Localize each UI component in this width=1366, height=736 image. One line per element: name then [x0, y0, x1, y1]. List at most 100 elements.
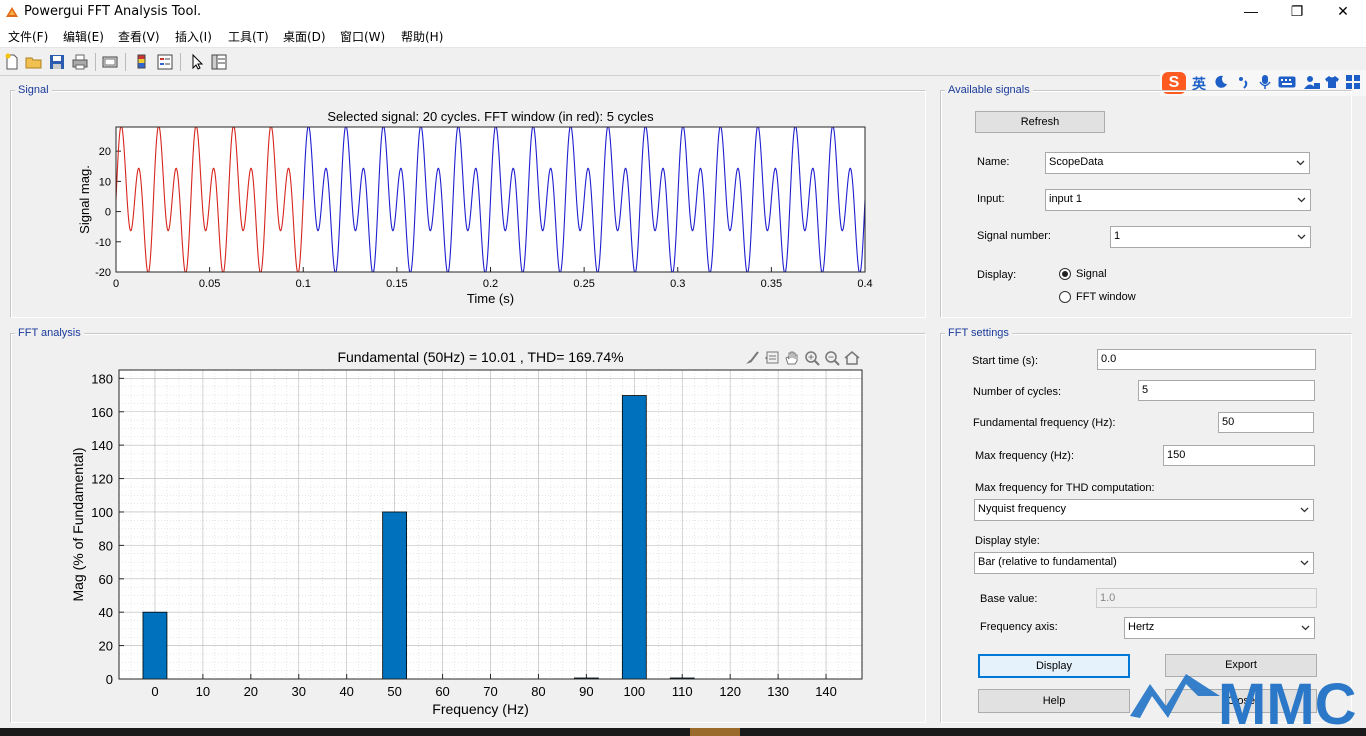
chevron-down-icon — [1297, 197, 1306, 203]
display-label: Display: — [977, 269, 1017, 281]
thd-frequency-select[interactable]: Nyquist frequency — [974, 499, 1314, 521]
toolbar-separator — [125, 53, 126, 71]
signal-number-value: 1 — [1114, 230, 1121, 242]
cycles-label: Number of cycles: — [973, 386, 1062, 398]
fft-x-tick-label: 100 — [623, 684, 645, 699]
brush-icon[interactable] — [744, 350, 760, 366]
max-frequency-field[interactable]: 150 — [1163, 445, 1315, 466]
fft-chart: Fundamental (50Hz) = 10.01 , THD= 169.74… — [70, 349, 863, 717]
fft-y-tick-label: 160 — [91, 405, 113, 420]
display-button[interactable]: Display — [978, 654, 1130, 678]
fft-y-tick-label: 140 — [91, 438, 113, 453]
help-button[interactable]: Help — [978, 689, 1130, 713]
microphone-icon[interactable] — [1258, 74, 1272, 90]
restore-button[interactable]: ❐ — [1290, 3, 1304, 19]
colorbar-icon[interactable] — [133, 53, 151, 71]
fft-x-tick-label: 90 — [579, 684, 593, 699]
menu-bar: 文件(F) 编辑(E) 查看(V) 插入(I) 工具(T) 桌面(D) 窗口(W… — [0, 24, 1366, 48]
refresh-button[interactable]: Refresh — [975, 111, 1105, 133]
menu-tools[interactable]: 工具(T) — [228, 30, 269, 44]
menu-insert[interactable]: 插入(I) — [175, 30, 212, 44]
zoom-in-icon[interactable] — [804, 350, 820, 366]
fft-x-tick-label: 50 — [387, 684, 401, 699]
frequency-axis-value: Hertz — [1128, 621, 1155, 633]
name-select[interactable]: ScopeData — [1045, 152, 1310, 174]
legend-icon[interactable] — [156, 53, 174, 71]
print-icon[interactable] — [71, 53, 89, 71]
ime-lang-toggle[interactable]: 英 — [1192, 77, 1206, 93]
menu-edit[interactable]: 编辑(E) — [63, 30, 104, 44]
fft-panel-title: FFT analysis — [15, 327, 84, 339]
frequency-axis-select[interactable]: Hertz — [1124, 617, 1315, 639]
display-style-label: Display style: — [975, 535, 1040, 547]
signal-chart: Selected signal: 20 cycles. FFT window (… — [77, 109, 873, 306]
base-value-field: 1.0 — [1096, 588, 1317, 608]
user-icon[interactable] — [1304, 74, 1320, 90]
cycles-field[interactable]: 5 — [1138, 380, 1315, 401]
grid-icon[interactable] — [1346, 75, 1360, 89]
punctuation-icon[interactable] — [1236, 75, 1250, 89]
shirt-icon[interactable] — [1324, 75, 1340, 89]
pointer-icon[interactable] — [188, 53, 206, 71]
fft-settings-title: FFT settings — [945, 327, 1012, 339]
input-select[interactable]: input 1 — [1045, 189, 1311, 211]
toolbar-separator — [180, 53, 181, 71]
signal-x-tick-label: 0.3 — [670, 278, 685, 290]
signal-y-tick-label: -20 — [95, 267, 111, 279]
fft-x-tick-label: 60 — [435, 684, 449, 699]
export-button[interactable]: Export — [1165, 654, 1317, 677]
signal-y-tick-label: -10 — [95, 237, 111, 249]
signal-y-tick-label: 20 — [99, 146, 111, 158]
chevron-down-icon — [1296, 160, 1305, 166]
fft-y-tick-label: 120 — [91, 472, 113, 487]
chevron-down-icon — [1297, 234, 1306, 240]
display-signal-radio[interactable] — [1059, 268, 1071, 280]
property-inspector-icon[interactable] — [210, 53, 228, 71]
menu-desktop[interactable]: 桌面(D) — [283, 30, 326, 44]
close-window-button[interactable]: ✕ — [1337, 3, 1349, 19]
signal-x-tick-label: 0.25 — [573, 278, 594, 290]
menu-help[interactable]: 帮助(H) — [401, 30, 444, 44]
menu-file[interactable]: 文件(F) — [8, 30, 49, 44]
display-style-select[interactable]: Bar (relative to fundamental) — [974, 552, 1314, 574]
toolbar-separator — [95, 53, 96, 71]
signal-line — [302, 126, 866, 273]
fft-bar — [382, 511, 408, 680]
minimize-button[interactable]: — — [1244, 3, 1258, 19]
display-fft-window-radio[interactable] — [1059, 291, 1071, 303]
fft-y-tick-label: 60 — [99, 572, 113, 587]
pan-icon[interactable] — [784, 350, 800, 366]
zoom-out-icon[interactable] — [824, 350, 840, 366]
taskbar-active-app[interactable] — [690, 728, 740, 736]
fft-x-tick-label: 140 — [815, 684, 837, 699]
new-file-icon[interactable] — [3, 53, 21, 71]
fft-x-axis-label: Frequency (Hz) — [432, 701, 528, 717]
thd-frequency-value: Nyquist frequency — [978, 503, 1067, 515]
keyboard-icon[interactable] — [1278, 76, 1296, 88]
signal-x-tick-label: 0.2 — [483, 278, 498, 290]
taskbar — [0, 728, 1366, 736]
fft-x-tick-label: 80 — [531, 684, 545, 699]
signal-number-select[interactable]: 1 — [1110, 226, 1311, 248]
chevron-down-icon — [1300, 507, 1309, 513]
save-icon[interactable] — [48, 53, 66, 71]
sogou-logo-icon[interactable]: S — [1162, 72, 1186, 94]
chevron-down-icon — [1300, 560, 1309, 566]
close-button[interactable]: Close — [1165, 689, 1317, 713]
start-time-field[interactable]: 0.0 — [1097, 349, 1316, 370]
signal-chart-title: Selected signal: 20 cycles. FFT window (… — [327, 109, 654, 124]
menu-window[interactable]: 窗口(W) — [340, 30, 386, 44]
home-icon[interactable] — [844, 350, 860, 366]
watermark-text: MMC — [1218, 672, 1357, 728]
datatip-icon[interactable] — [764, 350, 780, 366]
fft-x-tick-label: 110 — [672, 684, 693, 699]
menu-view[interactable]: 查看(V) — [118, 30, 160, 44]
fundamental-frequency-field[interactable]: 50 — [1218, 412, 1314, 433]
fft-x-tick-label: 0 — [151, 684, 158, 699]
thd-frequency-label: Max frequency for THD computation: — [975, 482, 1155, 494]
moon-icon[interactable] — [1214, 75, 1228, 89]
open-folder-icon[interactable] — [25, 53, 43, 71]
fft-x-tick-label: 20 — [244, 684, 258, 699]
print-preview-icon[interactable] — [101, 53, 119, 71]
fft-x-tick-label: 120 — [719, 684, 741, 699]
